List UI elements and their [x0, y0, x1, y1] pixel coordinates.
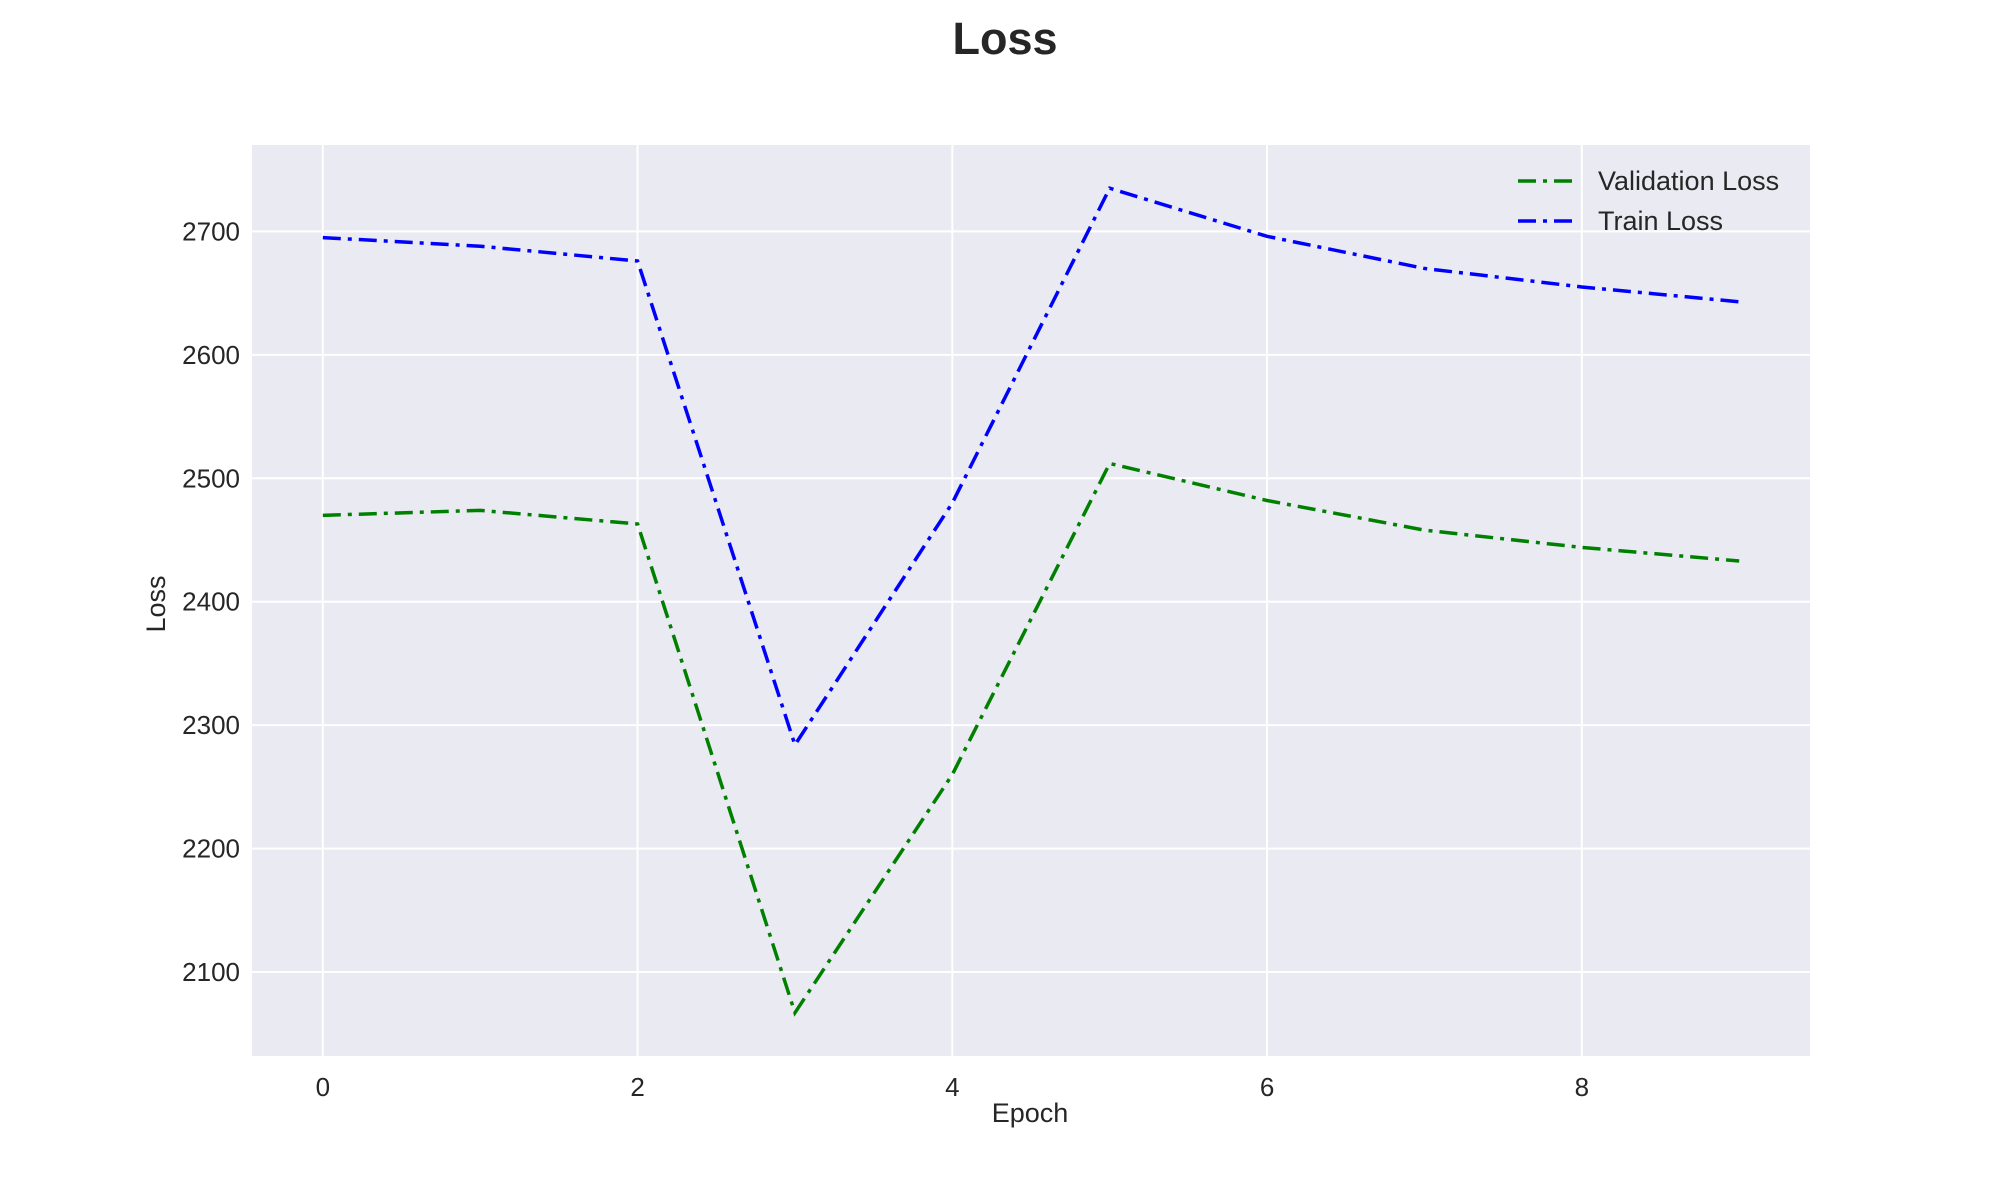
- y-tick-label: 2700: [182, 216, 240, 246]
- x-axis-label: Epoch: [992, 1098, 1069, 1128]
- x-tick-label: 0: [316, 1072, 330, 1102]
- legend: Validation Loss Train Loss: [1518, 166, 1779, 236]
- y-tick-label: 2400: [182, 587, 240, 617]
- x-tick-label: 4: [945, 1072, 959, 1102]
- legend-label-validation-loss: Validation Loss: [1598, 166, 1779, 196]
- y-tick-label: 2600: [182, 340, 240, 370]
- chart-title: Loss: [952, 13, 1057, 64]
- x-tick-label: 8: [1575, 1072, 1589, 1102]
- x-tick-label: 2: [630, 1072, 644, 1102]
- y-tick-label: 2200: [182, 834, 240, 864]
- plot-area: [252, 145, 1810, 1056]
- x-tick-label: 6: [1260, 1072, 1274, 1102]
- x-tick-labels: 0 2 4 6 8: [316, 1072, 1589, 1102]
- legend-label-train-loss: Train Loss: [1598, 206, 1723, 236]
- grid-lines: [252, 145, 1810, 1056]
- series-lines: [322, 186, 1740, 1017]
- y-axis-label: Loss: [141, 575, 171, 632]
- y-tick-label: 2500: [182, 463, 240, 493]
- series-line-validation-loss: [322, 461, 1740, 1017]
- y-tick-label: 2300: [182, 710, 240, 740]
- y-tick-labels: 2100 2200 2300 2400 2500 2600 2700: [182, 216, 240, 987]
- y-tick-label: 2100: [182, 957, 240, 987]
